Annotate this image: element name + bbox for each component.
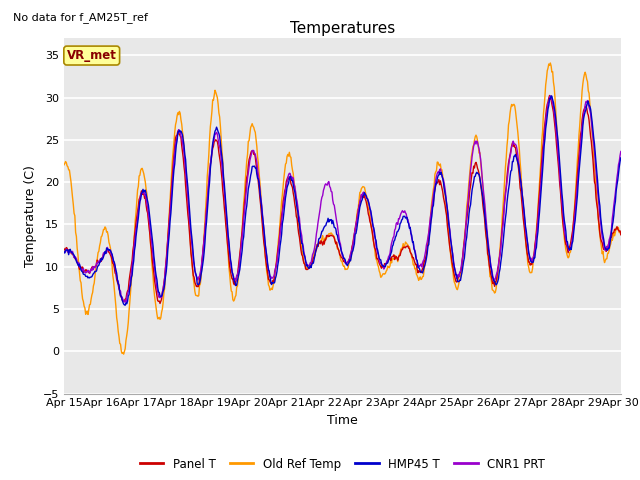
Text: No data for f_AM25T_ref: No data for f_AM25T_ref [13, 12, 148, 23]
Y-axis label: Temperature (C): Temperature (C) [24, 165, 37, 267]
Text: VR_met: VR_met [67, 49, 116, 62]
Legend: Panel T, Old Ref Temp, HMP45 T, CNR1 PRT: Panel T, Old Ref Temp, HMP45 T, CNR1 PRT [135, 453, 550, 475]
Title: Temperatures: Temperatures [290, 21, 395, 36]
X-axis label: Time: Time [327, 414, 358, 427]
